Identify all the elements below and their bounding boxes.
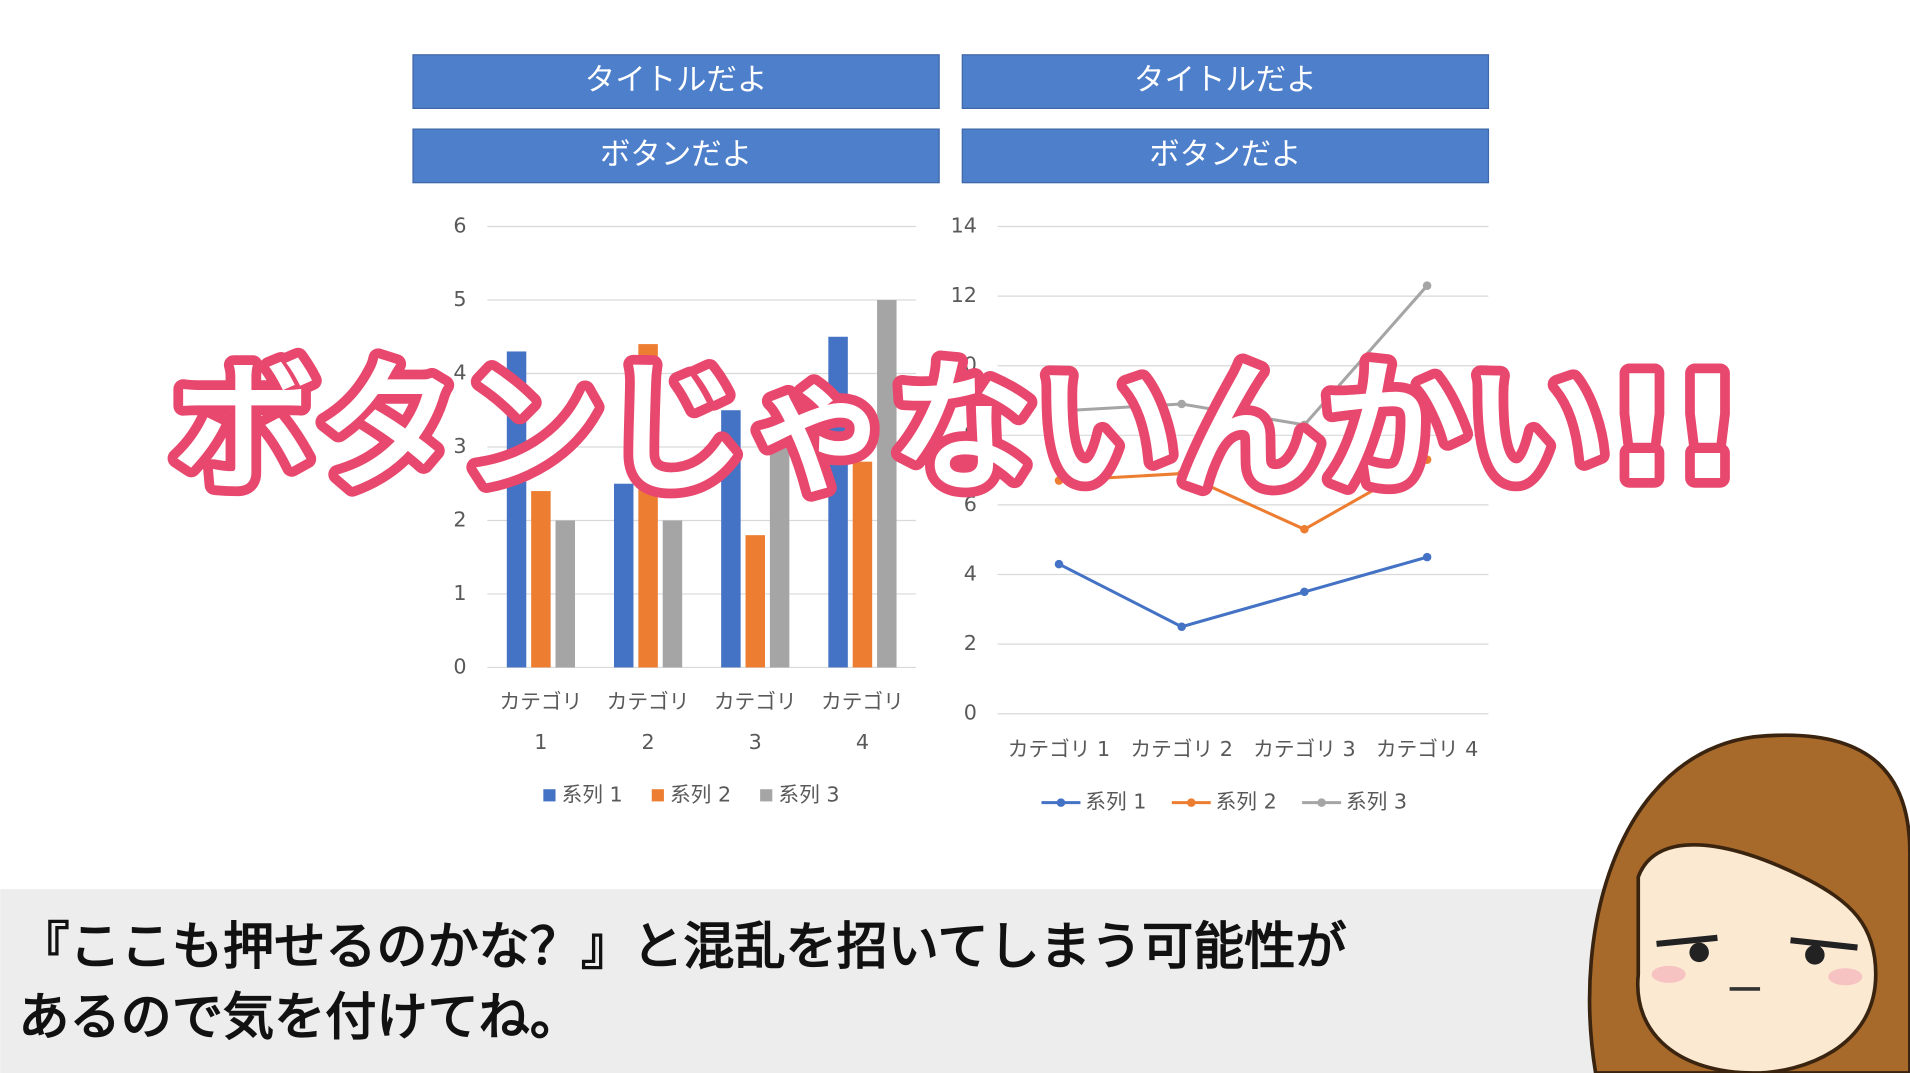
x-tick-label: カテゴリ 1	[1008, 737, 1110, 761]
y-tick-label: 6	[453, 214, 466, 238]
button-label: ボタンだよ	[1149, 137, 1301, 172]
bar	[745, 535, 766, 668]
legend-marker	[1056, 798, 1066, 807]
y-tick-label: 3	[453, 434, 466, 458]
bar	[638, 344, 658, 668]
character	[1587, 733, 1910, 1073]
title-button-label: タイトルだよ	[1134, 63, 1317, 98]
marker	[1422, 552, 1432, 562]
bar	[828, 336, 848, 668]
legend-marker	[1187, 798, 1196, 807]
y-tick-label: 12	[951, 283, 977, 307]
legend-label: 系列 3	[1346, 790, 1407, 814]
title-button	[412, 54, 940, 110]
y-tick-label: 4	[453, 360, 466, 384]
button-label: ボタンだよ	[600, 137, 752, 172]
marker	[1177, 469, 1186, 478]
legend-swatch	[760, 789, 773, 802]
x-tick-label: カテゴリ 1	[500, 690, 583, 754]
legend-label: 系列 3	[778, 782, 839, 806]
marker	[1177, 399, 1186, 409]
legend-swatch	[543, 789, 556, 802]
legend-swatch	[651, 789, 664, 802]
marker	[1300, 525, 1309, 534]
marker	[1300, 587, 1309, 597]
y-tick-label: 6	[964, 492, 977, 516]
x-tick-label: カテゴリ 4	[821, 690, 904, 754]
y-tick-label: 2	[453, 507, 466, 531]
y-tick-label: 4	[964, 562, 977, 586]
marker	[1054, 476, 1064, 485]
bar	[555, 520, 576, 668]
caption-line: 『ここも押せるのかな？』と混乱を招いてしまう可能性が	[18, 918, 1346, 977]
title-button-label: タイトルだよ	[585, 63, 768, 98]
y-tick-label: 2	[964, 631, 977, 655]
x-tick-label: カテゴリ 3	[714, 690, 797, 754]
marker	[1300, 420, 1309, 430]
marker	[1177, 622, 1186, 631]
y-tick-label: 0	[453, 654, 466, 678]
x-tick-label: カテゴリ 2	[1130, 737, 1233, 761]
x-tick-label: カテゴリ 2	[607, 690, 690, 754]
y-tick-label: 8	[964, 422, 977, 446]
marker	[1054, 559, 1064, 569]
x-tick-label: カテゴリ 4	[1376, 737, 1479, 761]
line	[1058, 458, 1428, 531]
y-tick-label: 0	[964, 701, 977, 725]
legend-label: 系列 2	[1216, 790, 1277, 814]
bar	[662, 520, 683, 668]
bar	[613, 483, 634, 668]
caption-line: あるので気を付けてね。	[18, 989, 581, 1048]
marker	[1054, 406, 1064, 416]
button[interactable]	[412, 128, 940, 184]
x-tick-label: カテゴリ 3	[1253, 737, 1356, 761]
title-button	[961, 54, 1490, 110]
bar	[506, 351, 527, 668]
bar	[852, 461, 873, 668]
legend-marker	[1317, 798, 1326, 807]
y-tick-label: 14	[951, 214, 977, 238]
bar	[769, 446, 790, 668]
legend-label: 系列 1	[562, 782, 623, 806]
marker	[1422, 281, 1432, 290]
y-tick-label: 5	[453, 287, 466, 311]
bar	[531, 491, 551, 668]
y-tick-label: 10	[951, 353, 977, 377]
line	[1058, 555, 1428, 629]
bar	[721, 410, 741, 668]
marker	[1422, 455, 1432, 464]
bar	[877, 300, 897, 668]
button[interactable]	[961, 128, 1490, 184]
y-tick-label: 1	[453, 581, 466, 605]
line	[1058, 284, 1429, 427]
legend-label: 系列 1	[1085, 790, 1146, 814]
legend-label: 系列 2	[670, 782, 731, 806]
overlay-text: ボタンじゃないんかい!!	[172, 345, 1740, 512]
